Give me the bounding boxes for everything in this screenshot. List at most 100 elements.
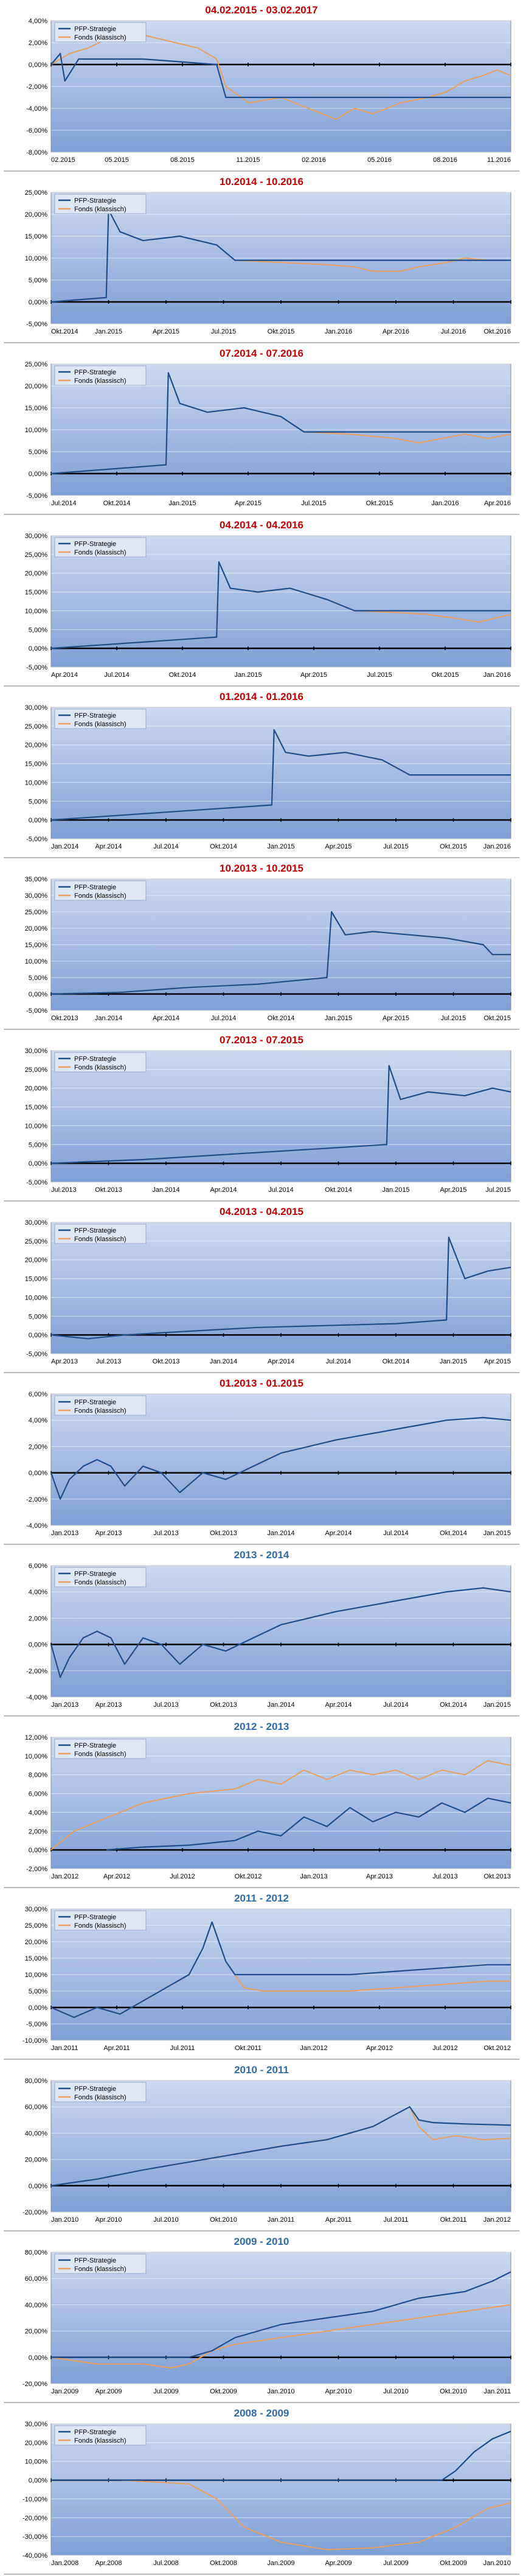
y-tick-label: -5,00% (26, 492, 47, 500)
legend-box (54, 194, 147, 214)
x-tick-label: Apr.2015 (383, 1015, 409, 1022)
legend-label-fund: Fonds (klassisch) (74, 1407, 126, 1415)
series-line-strategy (50, 372, 511, 475)
x-tick-label: Jan.2012 (300, 2045, 327, 2052)
x-tick-label: Jul.2013 (153, 1701, 179, 1709)
y-tick-label: 0,00% (29, 299, 47, 306)
y-tick-label: 20,00% (25, 2440, 48, 2447)
y-tick-label: -5,00% (26, 1007, 47, 1015)
legend-label-fund: Fonds (klassisch) (74, 34, 126, 41)
chart-panel: 2008 - 2009 30,00% 20,00% 10,00% 0,00% -10,00… (4, 2403, 519, 2575)
y-tick-label: 0,00% (29, 61, 47, 69)
chart-panel: 04.2014 - 04.2016 30,00% 25,00% 20,00% 15,00… (4, 515, 519, 687)
chart-panel: 01.2013 - 01.2015 6,00% 4,00% 2,00% 0,00% -2,… (4, 1373, 519, 1545)
chart-panel: 2010 - 2011 80,00% 60,00% 40,00% 20,00% 0,00%… (4, 2060, 519, 2231)
legend-label-fund: Fonds (klassisch) (74, 206, 126, 213)
legend-label-fund: Fonds (klassisch) (74, 549, 126, 556)
chart-svg: 01.2014 - 01.2016 30,00% 25,00% 20,00% 15,00… (25, 691, 511, 850)
y-tick-label: 12,00% (25, 1734, 48, 1741)
legend-label-fund: Fonds (klassisch) (74, 2266, 126, 2273)
chart-svg: 01.2013 - 01.2015 6,00% 4,00% 2,00% 0,00% -2,… (26, 1377, 511, 1537)
x-tick-label: Jul.2015 (367, 671, 392, 679)
x-tick-label: Jul.2013 (432, 1873, 458, 1880)
chart-title: 01.2014 - 01.2016 (220, 691, 303, 702)
chart-panel: 07.2013 - 07.2015 30,00% 25,00% 20,00% 15,00… (4, 1030, 519, 1202)
legend-label-fund: Fonds (klassisch) (74, 892, 126, 900)
y-tick-label: 0,00% (29, 991, 47, 998)
chart-panel: 10.2013 - 10.2015 35,00% 30,00% 25,00% 20,00… (4, 858, 519, 1030)
x-tick-label: Apr.2016 (484, 500, 511, 507)
chart-svg: 04.2014 - 04.2016 30,00% 25,00% 20,00% 15,00… (25, 519, 511, 679)
x-tick-label: Okt.2014 (51, 328, 78, 335)
x-tick-label: Jan.2011 (51, 2045, 78, 2052)
x-tick-label: Okt.2013 (153, 1358, 180, 1365)
x-tick-label: Apr.2013 (95, 1701, 122, 1709)
y-tick-label: 0,00% (29, 1470, 47, 1477)
series-line-fund (50, 1760, 511, 1850)
x-tick-label: 08.2015 (170, 156, 195, 164)
series-line-strategy (50, 1416, 511, 1500)
x-tick-label: Jan.2010 (483, 2560, 511, 2567)
x-tick-label: Jul.2009 (153, 2388, 179, 2395)
y-tick-label: 25,00% (25, 1238, 48, 1245)
series-line-strategy (50, 1587, 511, 1678)
y-tick-label: 10,00% (25, 958, 48, 965)
y-tick-label: 0,00% (29, 1332, 47, 1339)
x-tick-label: Jul.2012 (170, 1873, 195, 1880)
y-tick-label: 2,00% (29, 1615, 47, 1622)
x-tick-label: Jan.2012 (51, 1873, 78, 1880)
plot-area (50, 2252, 511, 2384)
chart-title: 04.02.2015 - 03.02.2017 (205, 4, 317, 16)
x-tick-label: Apr.2014 (268, 1358, 294, 1365)
y-tick-label: 8,00% (29, 1772, 47, 1779)
x-tick-label: Jul.2015 (441, 1015, 466, 1022)
x-tick-label: Okt.2012 (235, 1873, 262, 1880)
legend-label-strategy: PFP-Strategie (74, 1399, 116, 1406)
legend-label-fund: Fonds (klassisch) (74, 377, 126, 385)
x-tick-label: Jan.2008 (51, 2560, 78, 2567)
x-tick-label: Jul.2016 (441, 328, 466, 335)
x-tick-label: Jan.2015 (168, 500, 196, 507)
x-tick-label: Okt.2014 (440, 1530, 467, 1537)
y-tick-label: 20,00% (25, 925, 48, 933)
series-line-fund (50, 2304, 511, 2369)
x-tick-label: Jan.2011 (268, 2216, 294, 2224)
y-tick-label: 0,00% (29, 817, 47, 824)
x-tick-label: Apr.2011 (325, 2216, 352, 2224)
x-tick-label: Jan.2015 (234, 671, 262, 679)
legend-box (54, 1223, 147, 1244)
x-tick-label: Jan.2014 (267, 1530, 294, 1537)
y-tick-label: 20,00% (25, 1085, 48, 1093)
x-tick-label: Okt.2014 (169, 671, 196, 679)
x-tick-label: Okt.2013 (210, 1701, 237, 1709)
x-tick-label: Okt.2014 (440, 1701, 467, 1709)
x-tick-label: Jan.2009 (267, 2560, 294, 2567)
x-tick-label: Apr.2015 (153, 328, 179, 335)
y-tick-label: -4,00% (26, 1694, 47, 1701)
chart-title: 2012 - 2013 (234, 1721, 289, 1732)
x-tick-label: Jan.2015 (325, 1015, 352, 1022)
chart-title: 10.2014 - 10.2016 (220, 176, 303, 187)
y-tick-label: 15,00% (25, 589, 48, 597)
legend-box (54, 22, 147, 43)
legend-label-strategy: PFP-Strategie (74, 884, 116, 891)
x-tick-label: Jul.2012 (432, 2045, 458, 2052)
x-tick-label: Apr.2015 (440, 1186, 466, 1194)
y-tick-label: 40,00% (25, 2130, 48, 2137)
chart-svg: 10.2013 - 10.2015 35,00% 30,00% 25,00% 20,00… (25, 863, 511, 1022)
x-tick-label: Okt.2014 (268, 1015, 295, 1022)
legend-box (54, 2425, 147, 2446)
chart-panel: 04.02.2015 - 03.02.2017 4,00% 2,00% 0,00% -2… (4, 0, 519, 172)
y-tick-label: 0,00% (29, 1160, 47, 1167)
y-tick-label: -5,00% (26, 664, 47, 671)
x-tick-label: Jan.2010 (51, 2216, 78, 2224)
y-tick-label: 25,00% (25, 1922, 48, 1930)
x-tick-label: 02.2016 (302, 156, 326, 164)
y-tick-label: 20,00% (25, 742, 48, 749)
chart-svg: 2012 - 2013 12,00% 10,00% 8,00% 6,00% 4,00% 2,… (25, 1721, 511, 1880)
legend-label-strategy: PFP-Strategie (74, 2257, 116, 2264)
x-tick-label: Apr.2015 (235, 500, 262, 507)
y-tick-label: 6,00% (29, 1791, 47, 1798)
y-tick-label: 4,00% (29, 1589, 47, 1596)
chart-title: 04.2013 - 04.2015 (220, 1206, 303, 1217)
